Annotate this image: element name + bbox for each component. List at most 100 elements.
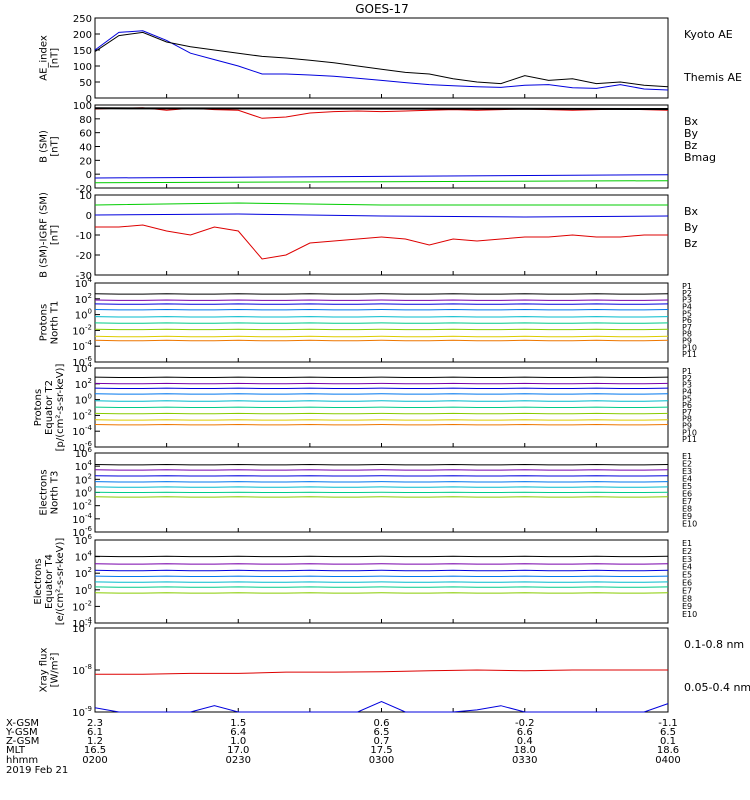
legend-entry: P6 xyxy=(682,316,692,325)
y-tick-label: 10-2 xyxy=(72,408,92,422)
y-tick-label: 10-9 xyxy=(72,705,92,719)
axis-row-value: -0.2 xyxy=(515,718,535,729)
y-tick-exponent: -6 xyxy=(85,355,93,363)
legend-entry: 0.05-0.4 nm xyxy=(684,681,750,694)
y-tick-label: 10-4 xyxy=(72,512,92,526)
y-tick-exponent: 4 xyxy=(88,550,93,558)
series-line xyxy=(94,107,669,110)
y-tick-exponent: -4 xyxy=(85,339,93,347)
y-tick-label: 10-7 xyxy=(72,621,92,635)
series-line xyxy=(94,213,669,218)
legend-entry: E6 xyxy=(682,490,692,499)
legend-entry: P2 xyxy=(682,374,692,383)
y-axis-label: Equator T2 xyxy=(44,380,55,435)
legend-entry: E9 xyxy=(682,512,692,521)
y-axis-label: Protons xyxy=(39,304,50,341)
y-tick-label: 102 xyxy=(75,292,92,306)
legend-entry: P5 xyxy=(682,394,692,403)
axis-row-label: Y-GSM xyxy=(5,727,38,738)
legend-entry: 0.1-0.8 nm xyxy=(684,638,744,651)
y-tick-exponent: 2 xyxy=(88,472,92,480)
y-tick-exponent: -9 xyxy=(85,705,92,713)
legend-entry: P3 xyxy=(682,296,692,305)
y-tick-exponent: 2 xyxy=(88,377,92,385)
legend-entry: E4 xyxy=(682,475,692,484)
legend-entry: E6 xyxy=(682,579,692,588)
legend-entry: P4 xyxy=(682,387,692,396)
legend-entry: E10 xyxy=(682,610,697,619)
legend-entry: Bz xyxy=(684,237,698,250)
y-axis-label: North T1 xyxy=(50,301,61,345)
series-line xyxy=(94,700,669,713)
y-tick-label: 100 xyxy=(73,101,92,112)
axis-row-value: 6.5 xyxy=(660,727,676,738)
y-tick-label: 104 xyxy=(75,550,93,564)
y-tick-exponent: -4 xyxy=(85,616,93,624)
y-tick-label: 10-4 xyxy=(72,339,92,353)
y-tick-label: 10-4 xyxy=(72,424,92,438)
axis-row-value: 0.6 xyxy=(374,718,390,729)
y-tick-label: 100 xyxy=(75,308,92,322)
axis-row-label: Z-GSM xyxy=(6,736,39,747)
legend-entry: E2 xyxy=(682,547,692,556)
axis-row-value: 0.1 xyxy=(660,736,676,747)
y-tick-label: 10-2 xyxy=(72,323,92,337)
series-line xyxy=(95,224,668,260)
y-axis-label: [p/(cm²-s-sr-keV)] xyxy=(55,364,66,452)
y-axis-label: Equator T4 xyxy=(44,554,55,609)
axis-row-value: 6.6 xyxy=(517,727,533,738)
y-axis-label: North T3 xyxy=(50,471,61,515)
legend-entry: E5 xyxy=(682,571,692,580)
axis-row-value: 0.7 xyxy=(374,736,390,747)
y-tick-label: 10-2 xyxy=(72,599,92,613)
y-tick-exponent: 0 xyxy=(88,583,92,591)
axis-row-value: 17.0 xyxy=(227,745,249,756)
axis-row-value: 18.6 xyxy=(657,745,679,756)
legend-entry: E3 xyxy=(682,467,692,476)
axis-row-value: 0400 xyxy=(655,755,680,766)
series-line xyxy=(94,202,668,206)
legend-entry: P1 xyxy=(682,367,692,376)
y-tick-exponent: -2 xyxy=(85,599,92,607)
series-line xyxy=(94,30,669,91)
y-tick-exponent: -4 xyxy=(85,512,93,520)
y-tick-label: 40 xyxy=(79,143,92,154)
y-tick-label: 150 xyxy=(73,46,92,57)
y-tick-label: 10-2 xyxy=(72,499,92,513)
y-tick-label: 104 xyxy=(75,361,93,375)
axis-row-value: 0200 xyxy=(82,755,107,766)
y-axis-label: [nT] xyxy=(50,48,61,68)
y-tick-exponent: 0 xyxy=(88,486,92,494)
legend-entry: E8 xyxy=(682,594,692,603)
series-line xyxy=(94,31,669,88)
y-tick-label: -30 xyxy=(76,271,92,282)
legend-entry: P3 xyxy=(682,381,692,390)
legend-entry: By xyxy=(684,221,699,234)
legend-entry: P8 xyxy=(682,330,692,339)
axis-row-value: 1.0 xyxy=(230,736,246,747)
legend-entry: E2 xyxy=(682,460,692,469)
legend-entry: Themis AE xyxy=(683,71,742,84)
legend-entry: P7 xyxy=(682,408,692,417)
y-tick-label: 10 xyxy=(79,191,92,202)
legend-entry: By xyxy=(684,127,699,140)
legend-entry: E8 xyxy=(682,505,692,514)
legend-entry: P11 xyxy=(682,435,697,444)
y-tick-exponent: -6 xyxy=(85,440,93,448)
y-tick-label: 20 xyxy=(79,156,92,167)
y-tick-exponent: -8 xyxy=(85,663,92,671)
axis-row-label: MLT xyxy=(6,745,26,756)
y-tick-label: 10-8 xyxy=(72,663,92,677)
legend-entry: E9 xyxy=(682,602,692,611)
legend-entry: P10 xyxy=(682,428,697,437)
legend-entry: E5 xyxy=(682,482,692,491)
y-tick-label: 200 xyxy=(73,30,92,41)
y-axis-label: [W/m²] xyxy=(50,652,61,687)
axis-row-value: 0.4 xyxy=(517,736,533,747)
plot-title: GOES-17 xyxy=(355,2,409,16)
legend-entry: Bx xyxy=(684,205,699,218)
y-tick-label: 104 xyxy=(75,276,93,290)
legend-entry: P9 xyxy=(682,337,692,346)
y-tick-label: 0 xyxy=(86,94,92,105)
y-tick-label: -10 xyxy=(76,231,92,242)
